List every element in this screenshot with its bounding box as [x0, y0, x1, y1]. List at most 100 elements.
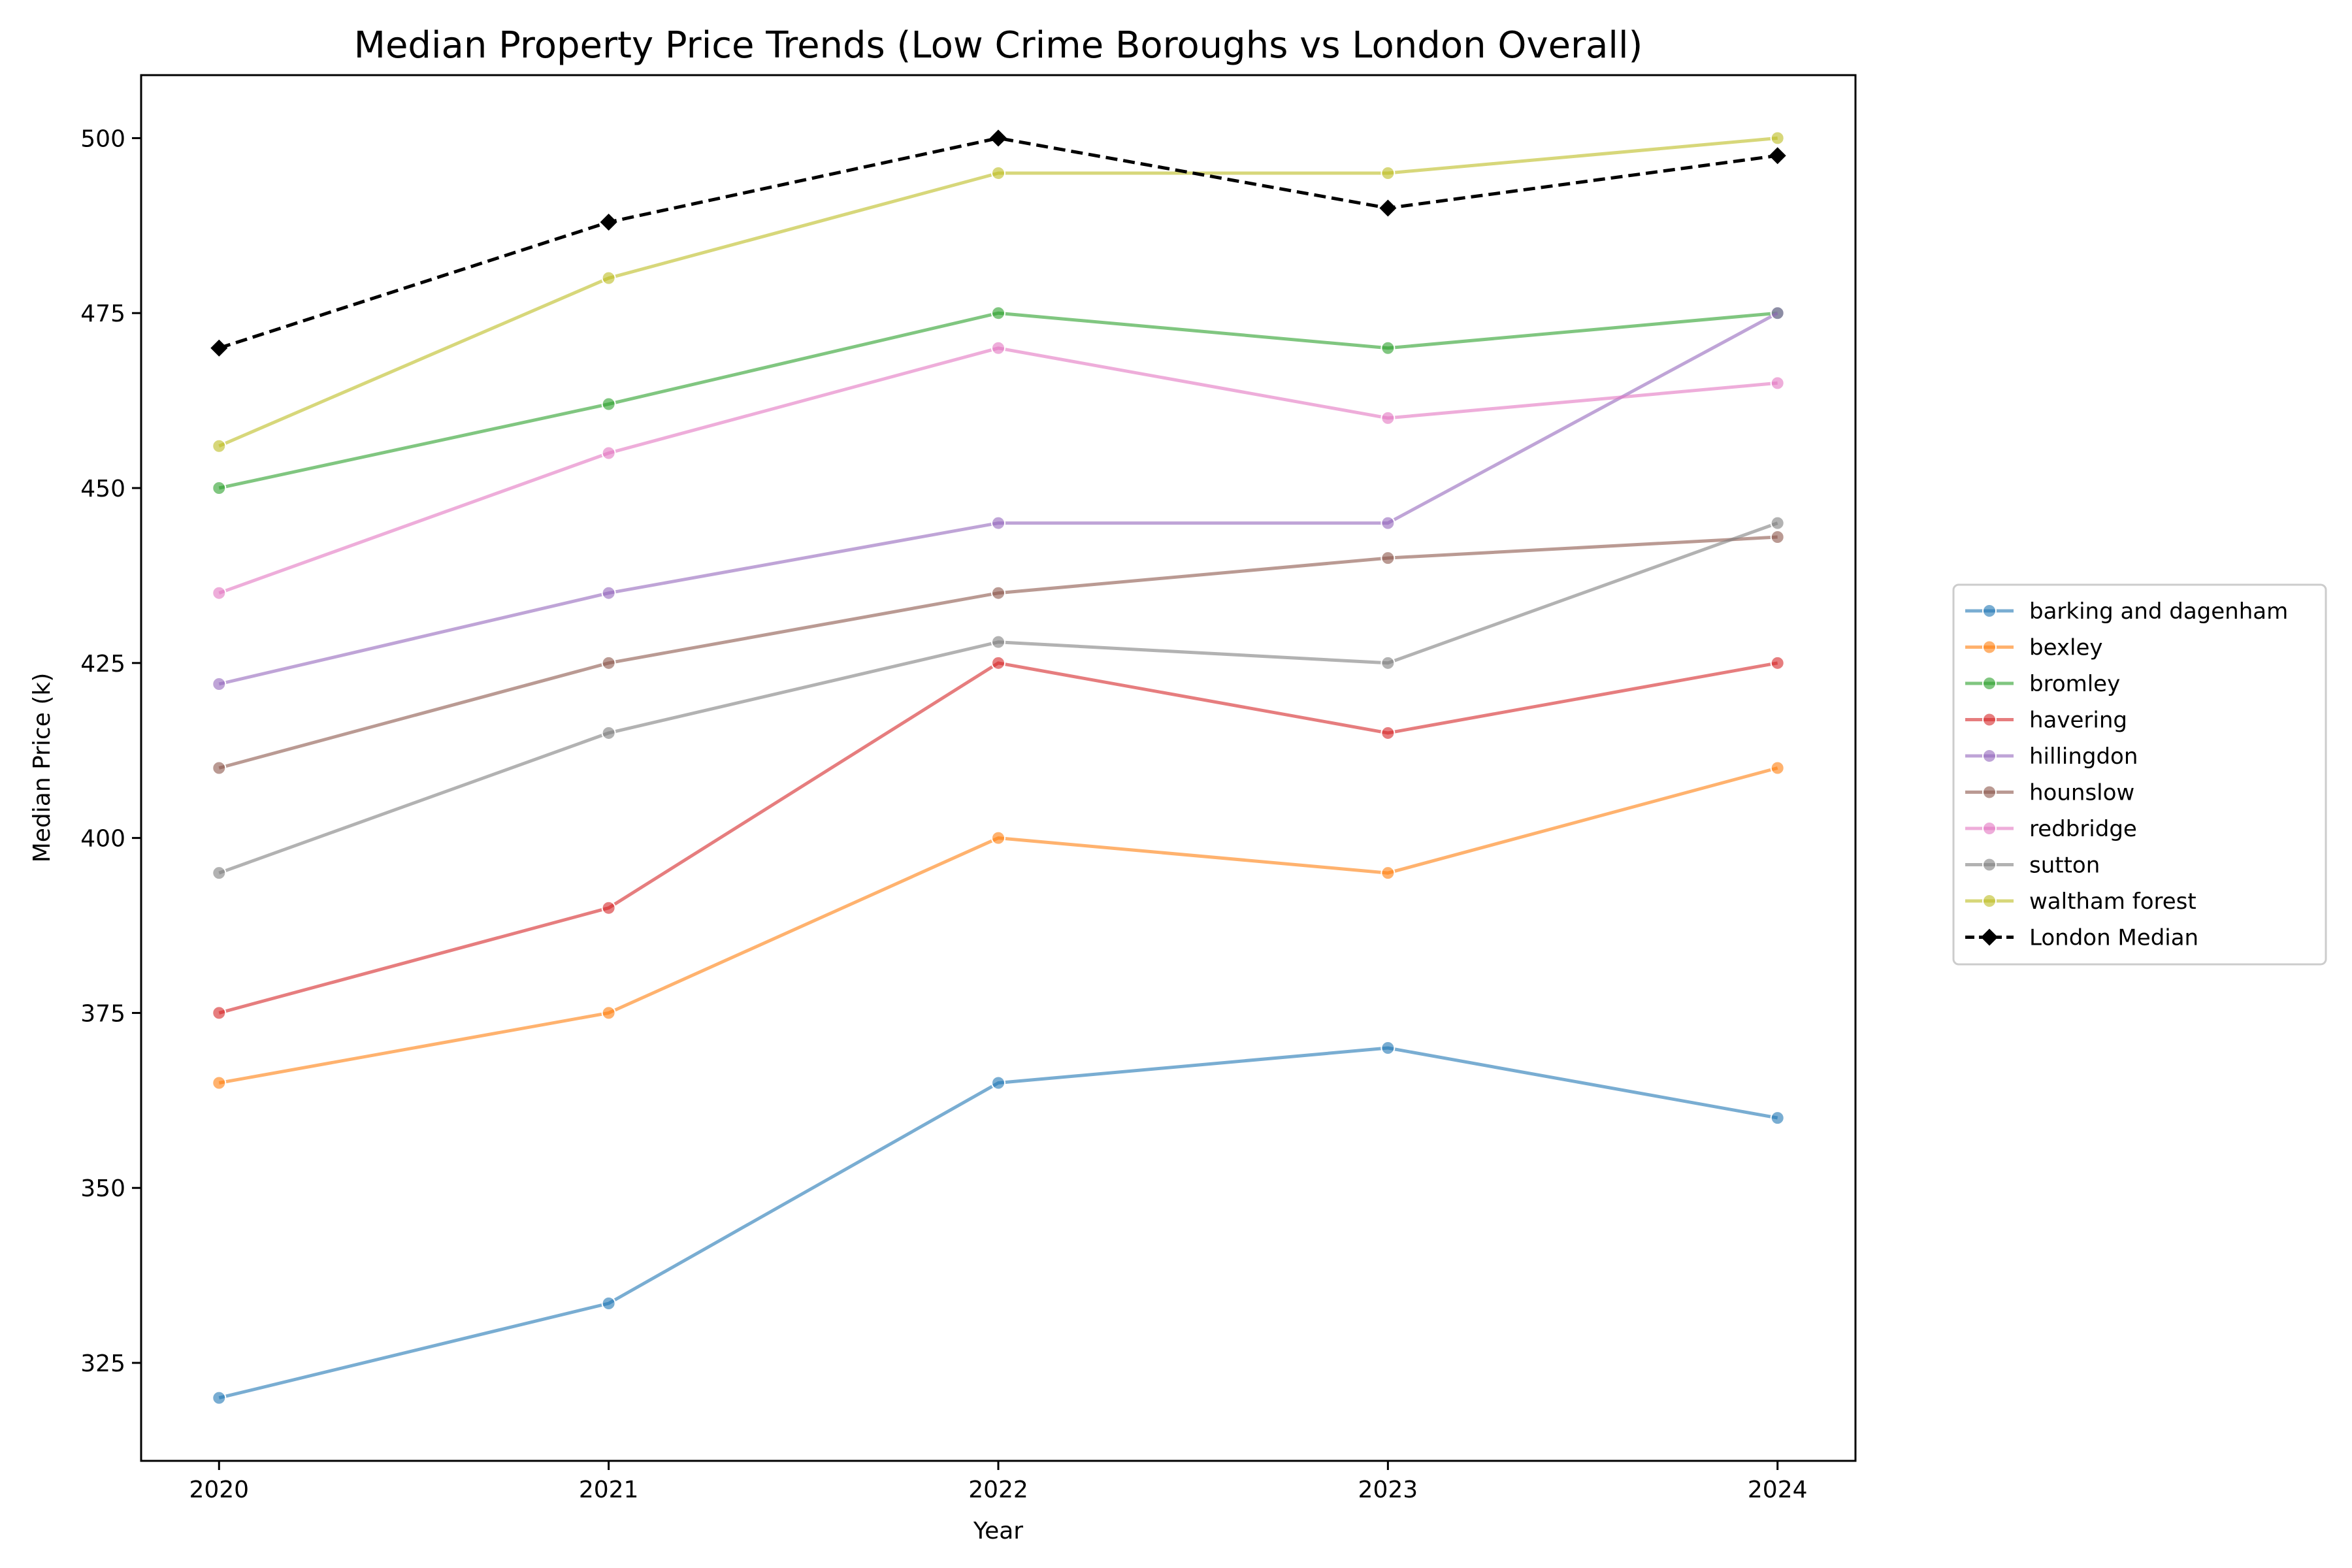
point-bromley-2022 — [991, 306, 1005, 321]
point-havering-2024 — [1770, 655, 1785, 670]
x-tick-label-2023: 2023 — [1358, 1477, 1418, 1503]
legend-marker-hounslow — [1982, 785, 1997, 800]
series-line-waltham-forest — [218, 136, 1778, 448]
series-line-sutton — [218, 521, 1778, 875]
y-tick-label-500: 500 — [80, 125, 125, 152]
y-tick-label-400: 400 — [80, 826, 125, 853]
point-bexley-2020 — [212, 1075, 227, 1090]
point-barking-and-dagenham-2021 — [601, 1296, 616, 1311]
legend-marker-bexley — [1982, 640, 1997, 655]
legend-label-waltham-forest: waltham forest — [2029, 889, 2197, 915]
plot-area — [210, 129, 1786, 1405]
series-hillingdon — [212, 306, 1785, 691]
legend-item-london-median: London Median — [1965, 925, 2198, 951]
point-hounslow-2021 — [601, 655, 616, 670]
y-axis-label: Median Price (k) — [29, 673, 56, 863]
point-sutton-2020 — [212, 866, 227, 881]
point-hounslow-2024 — [1770, 530, 1785, 544]
legend-item-waltham-forest: waltham forest — [1965, 889, 2197, 915]
legend-label-hillingdon: hillingdon — [2029, 743, 2138, 770]
legend-marker-redbridge — [1982, 821, 1997, 836]
point-barking-and-dagenham-2022 — [991, 1075, 1005, 1090]
legend-item-hillingdon: hillingdon — [1965, 743, 2138, 770]
point-barking-and-dagenham-2020 — [212, 1390, 227, 1405]
legend-marker-hillingdon — [1982, 749, 1997, 763]
point-sutton-2021 — [601, 725, 616, 740]
x-tick-label-2024: 2024 — [1748, 1477, 1808, 1503]
point-barking-and-dagenham-2023 — [1380, 1040, 1396, 1055]
series-line-bromley — [218, 311, 1778, 490]
point-redbridge-2021 — [601, 446, 616, 461]
series-barking-and-dagenham — [212, 1040, 1785, 1405]
point-waltham-forest-2020 — [212, 438, 227, 453]
y-tick-label-475: 475 — [80, 301, 125, 327]
series-hounslow — [212, 530, 1785, 776]
legend-marker-waltham-forest — [1982, 894, 1997, 908]
point-london-median-2022 — [990, 129, 1007, 147]
legend-label-redbridge: redbridge — [2029, 816, 2137, 842]
point-redbridge-2022 — [991, 340, 1005, 355]
point-redbridge-2023 — [1380, 410, 1396, 425]
legend: barking and dagenham bexley bromley haverin… — [1952, 583, 2327, 966]
legend-label-havering: havering — [2029, 708, 2127, 734]
point-hillingdon-2023 — [1380, 515, 1396, 531]
point-hounslow-2022 — [991, 585, 1005, 600]
series-line-barking-and-dagenham — [218, 1046, 1778, 1400]
point-havering-2023 — [1380, 725, 1396, 740]
point-sutton-2023 — [1380, 655, 1396, 670]
legend-item-bexley: bexley — [1965, 635, 2103, 661]
legend-marker-barking-and-dagenham — [1982, 604, 1997, 618]
legend-item-redbridge: redbridge — [1965, 816, 2137, 842]
y-tick-label-450: 450 — [80, 476, 125, 502]
point-bromley-2020 — [212, 481, 227, 496]
y-tick-label-425: 425 — [80, 651, 125, 678]
point-waltham-forest-2024 — [1770, 131, 1785, 146]
point-london-median-2024 — [1769, 147, 1786, 165]
legend-label-sutton: sutton — [2029, 853, 2100, 879]
x-tick-label-2020: 2020 — [189, 1477, 249, 1503]
legend-label-hounslow: hounslow — [2029, 780, 2134, 806]
series-line-redbridge — [218, 346, 1778, 595]
point-hounslow-2020 — [212, 760, 227, 776]
series-line-hounslow — [218, 535, 1778, 770]
point-havering-2021 — [601, 900, 616, 915]
point-hillingdon-2024 — [1770, 306, 1785, 321]
y-tick-label-375: 375 — [80, 1000, 125, 1027]
legend-label-bromley: bromley — [2029, 671, 2120, 697]
legend-marker-sutton — [1982, 857, 1997, 872]
series-line-hillingdon — [218, 311, 1778, 686]
point-havering-2022 — [991, 655, 1005, 670]
point-sutton-2022 — [991, 634, 1005, 649]
series-line-london-median — [218, 136, 1778, 350]
legend-item-sutton: sutton — [1965, 853, 2100, 879]
point-bromley-2021 — [601, 397, 616, 412]
series-bromley — [212, 306, 1785, 496]
point-bromley-2023 — [1380, 340, 1396, 355]
series-line-bexley — [218, 766, 1778, 1085]
point-hounslow-2023 — [1380, 551, 1396, 566]
point-hillingdon-2020 — [212, 676, 227, 691]
series-london-median — [210, 129, 1786, 357]
point-waltham-forest-2023 — [1380, 165, 1396, 180]
series-havering — [212, 655, 1785, 1021]
y-tick-label-350: 350 — [80, 1175, 125, 1202]
series-redbridge — [212, 340, 1785, 600]
legend-item-hounslow: hounslow — [1965, 780, 2134, 806]
point-london-median-2020 — [210, 339, 228, 357]
legend-marker-bromley — [1982, 676, 1997, 691]
legend-item-barking-and-dagenham: barking and dagenham — [1965, 598, 2288, 625]
point-waltham-forest-2021 — [601, 270, 616, 286]
x-tick-label-2022: 2022 — [968, 1477, 1028, 1503]
series-sutton — [212, 515, 1785, 881]
x-axis-label: Year — [973, 1518, 1023, 1544]
point-sutton-2024 — [1770, 515, 1785, 531]
point-hillingdon-2022 — [991, 515, 1005, 531]
point-barking-and-dagenham-2024 — [1770, 1111, 1785, 1126]
point-bexley-2024 — [1770, 760, 1785, 776]
series-waltham-forest — [212, 131, 1785, 453]
legend-item-bromley: bromley — [1965, 671, 2120, 697]
legend-marker-havering — [1982, 712, 1997, 727]
legend-label-barking-and-dagenham: barking and dagenham — [2029, 598, 2288, 625]
legend-label-london-median: London Median — [2029, 925, 2198, 951]
